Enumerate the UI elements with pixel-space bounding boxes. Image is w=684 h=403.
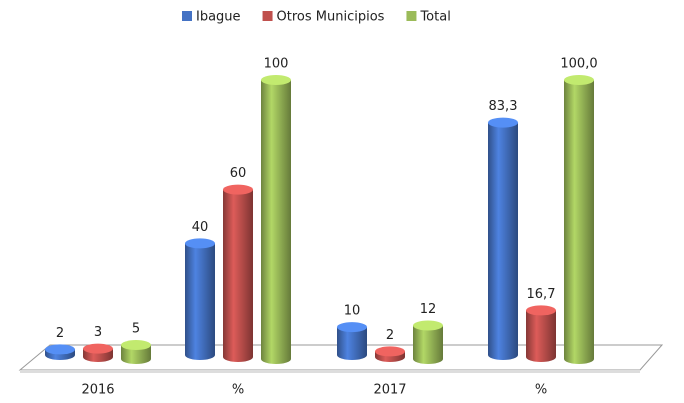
x-tick-label: 2016 bbox=[81, 383, 114, 398]
data-label: 12 bbox=[420, 302, 437, 317]
bar bbox=[488, 122, 518, 360]
data-label: 16,7 bbox=[527, 287, 556, 302]
bar bbox=[526, 310, 556, 362]
x-tick-label: % bbox=[535, 383, 547, 398]
data-label: 2 bbox=[56, 326, 64, 341]
bar-top bbox=[185, 238, 215, 249]
data-label: 5 bbox=[132, 322, 140, 337]
bar-top bbox=[121, 340, 151, 351]
legend-label: Otros Municipios bbox=[277, 10, 385, 25]
x-tick-label: 2017 bbox=[373, 383, 406, 398]
floor-edge bbox=[20, 370, 640, 373]
bar-top bbox=[45, 344, 75, 355]
data-label: 100 bbox=[264, 57, 289, 72]
bar-top bbox=[564, 75, 594, 85]
bar bbox=[337, 327, 367, 360]
data-label: 100,0 bbox=[560, 57, 597, 72]
bar-top bbox=[526, 305, 556, 316]
bar bbox=[564, 80, 594, 364]
bar bbox=[121, 345, 151, 364]
bar-top bbox=[261, 75, 291, 85]
bar bbox=[261, 80, 291, 364]
legend-swatch bbox=[182, 11, 192, 21]
bar bbox=[413, 325, 443, 364]
data-label: 60 bbox=[230, 166, 247, 181]
x-tick-label: % bbox=[232, 383, 244, 398]
legend-swatch bbox=[406, 11, 417, 21]
bar-top bbox=[223, 184, 253, 195]
data-label: 3 bbox=[94, 325, 102, 340]
bar bbox=[223, 189, 253, 362]
data-label: 83,3 bbox=[489, 99, 518, 114]
data-label: 40 bbox=[192, 220, 209, 235]
bar-top bbox=[488, 117, 518, 128]
data-label: 2 bbox=[386, 328, 394, 343]
bar-top bbox=[337, 322, 367, 333]
bar-top bbox=[83, 343, 113, 354]
data-label: 10 bbox=[344, 304, 361, 319]
bar bbox=[185, 243, 215, 360]
legend-label: Ibague bbox=[196, 10, 241, 25]
bar-top bbox=[375, 346, 405, 357]
bar-top bbox=[413, 320, 443, 331]
legend-label: Total bbox=[419, 10, 450, 25]
legend-swatch bbox=[262, 11, 273, 21]
